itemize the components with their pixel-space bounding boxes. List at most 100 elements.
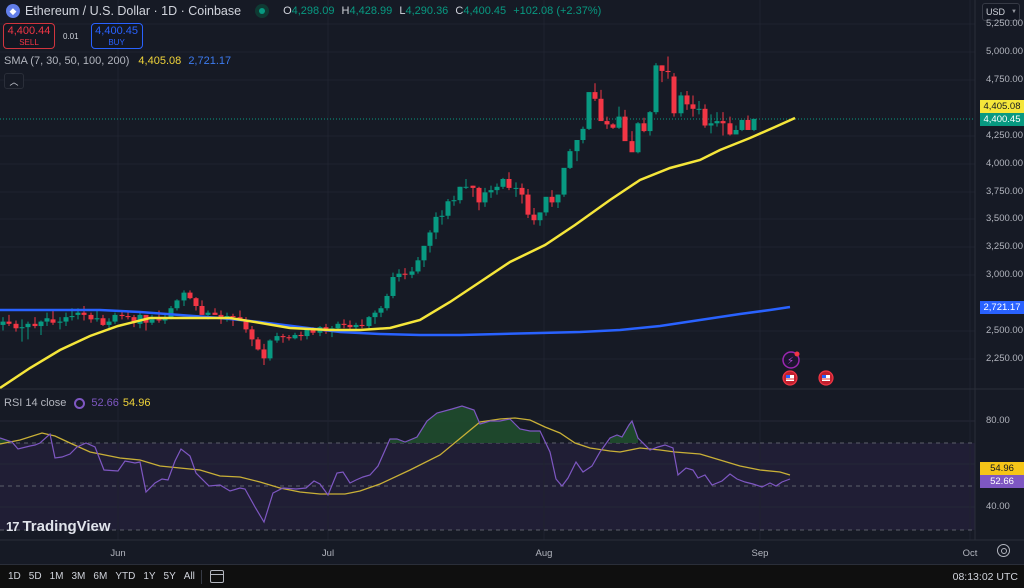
price-axis-label: 3,000.00 — [986, 269, 1023, 280]
candle-body — [665, 70, 671, 73]
candle-body — [149, 319, 155, 323]
range-5d[interactable]: 5D — [28, 571, 42, 582]
candle-body — [629, 141, 635, 153]
price-axis-label: 2,500.00 — [986, 325, 1023, 336]
collapse-legend-button[interactable]: ︿ — [4, 73, 24, 89]
range-6m[interactable]: 6M — [93, 571, 108, 582]
candle-body — [119, 314, 125, 317]
candle-body — [610, 124, 616, 128]
candle-body — [696, 108, 702, 110]
time-axis-label: Jun — [110, 548, 126, 559]
candle-body — [708, 123, 714, 126]
price-axis-label: 3,750.00 — [986, 186, 1023, 197]
candle-body — [280, 336, 286, 338]
candle-body — [6, 321, 12, 324]
price-tag: 4,400.45 — [980, 113, 1024, 126]
candle-body — [390, 277, 396, 296]
price-axis-label: 3,500.00 — [986, 213, 1023, 224]
ohlc-values: O4,298.09 H4,428.99 L4,290.36 C4,400.45 … — [283, 5, 602, 17]
settings-gear-icon[interactable] — [997, 544, 1010, 557]
price-axis-label: 4,750.00 — [986, 74, 1023, 85]
candle-body — [500, 178, 506, 187]
candle-body — [567, 151, 573, 168]
price-tag: 2,721.17 — [980, 301, 1024, 314]
candle-body — [69, 316, 75, 318]
candle-body — [304, 329, 310, 337]
range-ytd[interactable]: YTD — [115, 571, 136, 582]
candle-body — [230, 316, 236, 318]
candle-body — [341, 323, 347, 325]
rsi-axis-label: 40.00 — [986, 501, 1010, 512]
candle-body — [463, 186, 469, 188]
candle-body — [249, 329, 255, 340]
candle-body — [38, 321, 44, 327]
spread-value: 0.01 — [63, 31, 79, 41]
range-all[interactable]: All — [183, 571, 195, 582]
sma-value-1: 4,405.08 — [138, 55, 182, 67]
chevron-down-icon: ▼ — [1011, 9, 1017, 15]
rsi-ma-value: 54.96 — [122, 397, 151, 409]
tradingview-logo[interactable]: 17 TradingView — [6, 518, 111, 535]
candle-body — [543, 196, 549, 213]
price-axis-label: 4,000.00 — [986, 158, 1023, 169]
sma-name: SMA (7, 30, 50, 100, 200) — [4, 55, 130, 67]
candle-body — [427, 232, 433, 246]
candle-body — [298, 334, 304, 337]
sma-legend[interactable]: SMA (7, 30, 50, 100, 200) 4,405.08 2,721… — [4, 55, 231, 67]
candle-body — [100, 318, 106, 325]
price-axis-label: 4,250.00 — [986, 130, 1023, 141]
candle-body — [513, 187, 519, 189]
candle-body — [733, 129, 739, 135]
chart-canvas[interactable]: ⚡ — [0, 0, 1024, 564]
sell-button[interactable]: 4,400.44 SELL — [3, 23, 55, 49]
candle-body — [653, 65, 659, 113]
rsi-overbought-fill — [610, 421, 638, 443]
currency-select[interactable]: USD ▼ — [982, 3, 1020, 21]
candle-body — [212, 312, 218, 315]
candle-body — [635, 123, 641, 153]
candle-body — [50, 319, 56, 323]
price-tag: 4,405.08 — [980, 100, 1024, 113]
buy-button[interactable]: 4,400.45 BUY — [90, 23, 143, 49]
market-status-icon[interactable] — [255, 4, 270, 18]
candle-body — [19, 327, 25, 329]
toolbar-divider — [200, 569, 202, 584]
sma-fast-line — [0, 116, 796, 390]
candle-body — [94, 318, 100, 320]
candle-body — [506, 178, 512, 188]
candle-body — [292, 334, 298, 339]
candle-body — [335, 323, 341, 329]
candle-body — [439, 215, 445, 217]
candle-body — [647, 112, 653, 132]
range-1d[interactable]: 1D — [8, 571, 21, 582]
price-axis-label: 5,250.00 — [986, 18, 1023, 29]
range-5y[interactable]: 5Y — [163, 571, 176, 582]
candle-body — [745, 119, 751, 130]
sma-slow-line — [0, 305, 791, 337]
candle-body — [580, 128, 586, 141]
price-axis-label: 2,250.00 — [986, 353, 1023, 364]
candle-body — [445, 201, 451, 216]
symbol-title[interactable]: Ethereum / U.S. Dollar · 1D · Coinbase — [25, 4, 242, 18]
symbol-legend: ◆ Ethereum / U.S. Dollar · 1D · Coinbase… — [6, 4, 605, 18]
price-axis-label: 3,250.00 — [986, 241, 1023, 252]
candle-body — [720, 121, 726, 124]
candle-body — [659, 65, 665, 71]
candle-body — [359, 324, 365, 327]
candle-body — [616, 116, 622, 128]
candle-body — [261, 349, 267, 359]
candle-body — [63, 317, 69, 322]
range-1y[interactable]: 1Y — [143, 571, 156, 582]
rsi-tag: 54.96 — [980, 462, 1024, 475]
range-3m[interactable]: 3M — [71, 571, 86, 582]
candle-body — [181, 292, 187, 301]
candle-body — [156, 319, 162, 321]
go-to-date-calendar-icon[interactable] — [209, 570, 224, 583]
clock[interactable]: 08:13:02 UTC — [952, 570, 1018, 583]
trade-panel: 4,400.44 SELL 0.01 4,400.45 BUY — [3, 23, 143, 49]
rsi-overbought-fill — [390, 406, 540, 443]
candle-body — [727, 123, 733, 135]
rsi-legend[interactable]: RSI 14 close 52.66 54.96 — [4, 397, 150, 409]
range-1m[interactable]: 1M — [49, 571, 64, 582]
candle-body — [451, 200, 457, 202]
